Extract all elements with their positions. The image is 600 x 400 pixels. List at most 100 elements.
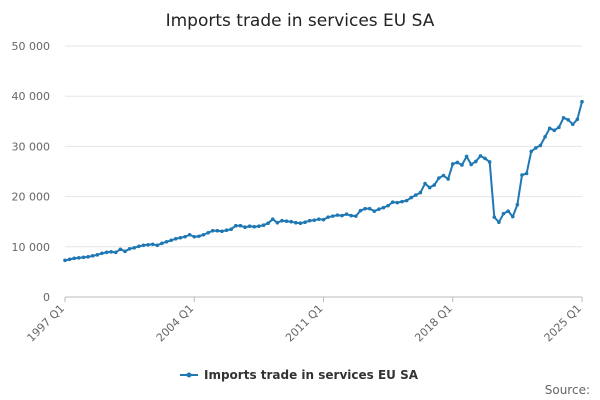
data-point[interactable]	[326, 215, 330, 219]
data-point[interactable]	[349, 213, 353, 218]
data-point[interactable]	[497, 220, 501, 225]
data-point[interactable]	[524, 171, 529, 176]
data-point[interactable]	[284, 219, 289, 223]
data-point[interactable]	[395, 200, 400, 205]
data-point[interactable]	[557, 125, 561, 130]
data-point[interactable]	[409, 195, 414, 200]
data-point[interactable]	[418, 190, 423, 195]
data-point[interactable]	[372, 209, 377, 213]
data-point[interactable]	[132, 246, 137, 250]
data-point[interactable]	[317, 217, 321, 221]
data-point[interactable]	[483, 156, 487, 161]
data-point[interactable]	[501, 211, 506, 216]
data-point[interactable]	[169, 238, 173, 243]
data-point[interactable]	[243, 225, 247, 230]
data-point[interactable]	[515, 202, 520, 207]
data-point[interactable]	[160, 241, 164, 246]
data-point[interactable]	[77, 256, 81, 260]
data-point[interactable]	[275, 220, 280, 225]
data-point[interactable]	[233, 223, 238, 228]
data-point[interactable]	[414, 193, 418, 197]
data-point[interactable]	[210, 228, 215, 233]
data-point[interactable]	[566, 117, 570, 122]
data-point[interactable]	[67, 257, 72, 262]
data-point[interactable]	[178, 235, 183, 240]
data-point[interactable]	[150, 242, 155, 247]
data-point[interactable]	[72, 256, 77, 261]
data-point[interactable]	[534, 146, 538, 150]
data-point[interactable]	[386, 203, 390, 208]
data-point[interactable]	[460, 163, 464, 167]
data-point[interactable]	[261, 223, 266, 228]
data-point[interactable]	[81, 255, 86, 260]
data-point[interactable]	[344, 212, 349, 216]
data-point[interactable]	[340, 213, 344, 218]
data-point[interactable]	[432, 183, 437, 187]
data-point[interactable]	[215, 228, 220, 233]
data-point[interactable]	[520, 173, 524, 177]
data-point[interactable]	[224, 228, 229, 233]
data-point[interactable]	[478, 154, 483, 158]
data-point[interactable]	[446, 177, 450, 181]
data-point[interactable]	[155, 243, 160, 248]
data-point[interactable]	[197, 234, 201, 239]
data-point[interactable]	[441, 173, 446, 178]
data-point[interactable]	[575, 117, 580, 122]
data-point[interactable]	[561, 115, 566, 120]
data-point[interactable]	[538, 143, 543, 148]
data-point[interactable]	[552, 128, 557, 133]
data-point[interactable]	[487, 160, 492, 164]
data-point[interactable]	[303, 220, 307, 225]
data-point[interactable]	[63, 258, 67, 263]
data-point[interactable]	[104, 250, 109, 255]
data-point[interactable]	[400, 199, 404, 204]
data-point[interactable]	[437, 176, 441, 180]
data-point[interactable]	[464, 154, 469, 159]
data-point[interactable]	[289, 219, 293, 224]
data-point[interactable]	[201, 232, 206, 237]
data-point[interactable]	[113, 250, 118, 255]
data-point[interactable]	[298, 221, 303, 226]
data-point[interactable]	[229, 227, 233, 232]
data-point[interactable]	[427, 185, 432, 190]
data-point[interactable]	[547, 126, 552, 131]
data-point[interactable]	[257, 224, 261, 229]
data-point[interactable]	[123, 249, 127, 254]
data-point[interactable]	[307, 218, 312, 223]
data-point[interactable]	[450, 162, 455, 166]
data-point[interactable]	[423, 181, 427, 186]
data-point[interactable]	[390, 200, 395, 204]
legend[interactable]: Imports trade in services EU SA	[180, 368, 419, 382]
data-point[interactable]	[367, 206, 372, 211]
data-point[interactable]	[312, 218, 317, 222]
data-point[interactable]	[469, 162, 474, 167]
data-point[interactable]	[570, 122, 575, 127]
data-point[interactable]	[220, 229, 224, 234]
data-point[interactable]	[510, 214, 515, 219]
data-point[interactable]	[492, 215, 497, 219]
data-point[interactable]	[321, 217, 326, 222]
data-point[interactable]	[381, 205, 386, 210]
data-point[interactable]	[95, 253, 100, 257]
data-point[interactable]	[90, 254, 95, 258]
data-point[interactable]	[506, 209, 510, 213]
data-point[interactable]	[280, 218, 284, 223]
data-point[interactable]	[354, 214, 358, 218]
data-point[interactable]	[474, 159, 478, 164]
data-point[interactable]	[164, 239, 169, 244]
data-point[interactable]	[109, 250, 113, 254]
data-point[interactable]	[404, 198, 409, 203]
data-point[interactable]	[86, 255, 90, 259]
data-point[interactable]	[100, 251, 104, 256]
data-point[interactable]	[173, 236, 178, 241]
data-point[interactable]	[252, 224, 257, 229]
data-point[interactable]	[358, 208, 363, 213]
data-point[interactable]	[529, 149, 534, 154]
data-point[interactable]	[377, 207, 381, 211]
data-point[interactable]	[266, 221, 270, 226]
data-point[interactable]	[294, 220, 298, 225]
data-point[interactable]	[270, 217, 275, 221]
data-point[interactable]	[363, 206, 367, 211]
data-point[interactable]	[455, 160, 460, 165]
data-point[interactable]	[187, 232, 192, 237]
